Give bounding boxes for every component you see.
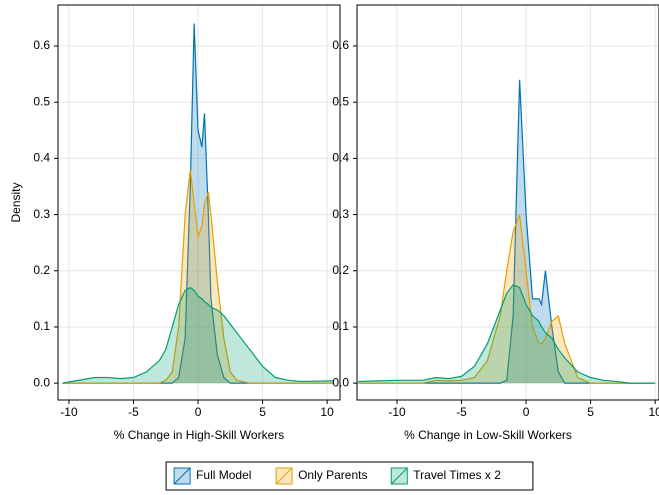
y-tick-label: 0.4 bbox=[332, 151, 349, 165]
legend-hatch bbox=[173, 467, 191, 485]
x-tick-label: -10 bbox=[60, 405, 78, 419]
density-fill bbox=[358, 284, 656, 384]
y-tick-label: 0.5 bbox=[332, 94, 349, 108]
y-tick-label: 0.3 bbox=[332, 207, 349, 221]
y-axis-label: Density bbox=[9, 182, 23, 222]
x-tick-label: -10 bbox=[388, 405, 406, 419]
x-tick-label: 10 bbox=[648, 405, 659, 419]
x-tick-label: 10 bbox=[320, 405, 334, 419]
x-tick-label: 5 bbox=[259, 405, 266, 419]
legend-box bbox=[165, 461, 534, 491]
density-fill bbox=[358, 214, 656, 384]
x-tick-label: 5 bbox=[587, 405, 594, 419]
legend-hatch bbox=[275, 467, 293, 485]
y-tick-label: 0.6 bbox=[33, 38, 50, 52]
plot-frame bbox=[356, 4, 659, 401]
y-tick-label: 0.0 bbox=[33, 375, 50, 389]
y-tick-label: 0.2 bbox=[33, 263, 50, 277]
x-tick-label: -5 bbox=[128, 405, 139, 419]
density-line bbox=[358, 214, 656, 384]
x-axis-label: % Change in High-Skill Workers bbox=[114, 428, 285, 442]
x-tick-label: -5 bbox=[456, 405, 467, 419]
density-line bbox=[358, 79, 656, 384]
plot-frame bbox=[57, 4, 341, 401]
y-tick-label: 0.0 bbox=[332, 375, 349, 389]
density-line bbox=[358, 284, 656, 384]
density-fill bbox=[62, 169, 334, 384]
plot-area bbox=[62, 23, 334, 384]
y-tick-label: 0.5 bbox=[33, 94, 50, 108]
x-axis-label: % Change in Low-Skill Workers bbox=[404, 428, 572, 442]
y-tick-label: 0.2 bbox=[332, 263, 349, 277]
x-tick-label: 0 bbox=[195, 405, 202, 419]
y-tick-label: 0.6 bbox=[332, 38, 349, 52]
y-tick-label: 0.3 bbox=[33, 207, 50, 221]
legend-label: Only Parents bbox=[298, 468, 367, 482]
plot-area bbox=[358, 79, 656, 384]
y-tick-label: 0.1 bbox=[332, 319, 349, 333]
legend-hatch bbox=[390, 467, 408, 485]
density-line bbox=[62, 169, 334, 384]
y-tick-label: 0.4 bbox=[33, 151, 50, 165]
y-tick-label: 0.1 bbox=[33, 319, 50, 333]
density-line bbox=[62, 286, 334, 384]
density-fill bbox=[62, 287, 334, 384]
density-fill bbox=[62, 23, 334, 384]
x-tick-label: 0 bbox=[523, 405, 530, 419]
legend-label: Travel Times x 2 bbox=[413, 468, 501, 482]
legend-label: Full Model bbox=[196, 468, 251, 482]
